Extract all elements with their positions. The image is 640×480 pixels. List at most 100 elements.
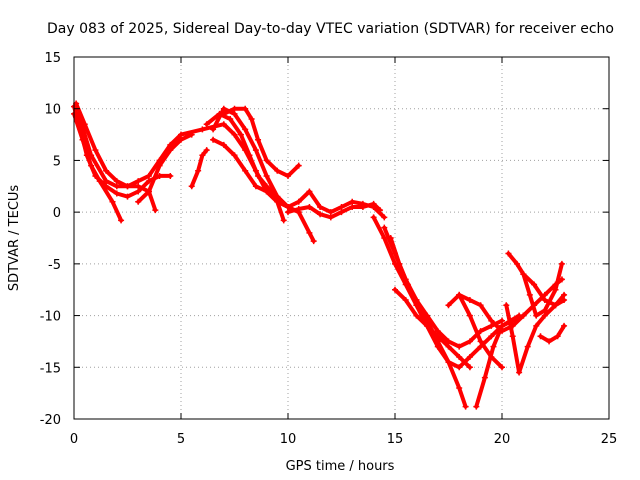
series-arc5 xyxy=(135,131,195,205)
data-point xyxy=(524,343,531,350)
data-point xyxy=(477,302,484,309)
y-tick-label: 0 xyxy=(53,206,61,221)
data-point xyxy=(424,322,431,329)
data-point xyxy=(252,183,259,190)
data-point xyxy=(263,157,270,164)
data-point xyxy=(349,198,356,205)
data-point xyxy=(546,338,553,345)
data-point xyxy=(263,183,270,190)
series-line xyxy=(474,313,522,409)
data-point xyxy=(509,333,516,340)
x-tick-label: 0 xyxy=(70,432,78,447)
data-point xyxy=(237,131,244,138)
x-tick-label: 25 xyxy=(601,432,618,447)
data-point xyxy=(404,281,411,288)
data-point xyxy=(434,328,441,335)
series-line xyxy=(189,148,209,189)
chart-title: Day 083 of 2025, Sidereal Day-to-day VTE… xyxy=(47,21,614,37)
data-point xyxy=(490,343,497,350)
data-point xyxy=(255,136,262,143)
series-arc21 xyxy=(503,297,568,376)
grid xyxy=(74,57,609,419)
data-point xyxy=(306,188,313,195)
data-point xyxy=(516,312,523,319)
data-point xyxy=(434,338,441,345)
data-point xyxy=(561,322,568,329)
data-point xyxy=(274,198,281,205)
data-point xyxy=(220,110,227,117)
data-point xyxy=(499,322,505,329)
y-tick-label: 5 xyxy=(53,154,61,169)
series-arc10 xyxy=(210,136,287,224)
data-point xyxy=(210,126,217,133)
data-point xyxy=(434,333,441,340)
data-point xyxy=(505,250,512,257)
series-arc15 xyxy=(387,235,505,350)
series-line xyxy=(286,201,382,220)
data-point xyxy=(513,260,520,267)
data-point xyxy=(109,198,116,205)
data-point xyxy=(135,188,142,195)
data-point xyxy=(456,291,463,298)
y-tick-label: -15 xyxy=(40,361,61,376)
data-point xyxy=(178,136,184,143)
data-point xyxy=(445,359,452,366)
y-tick-label: -5 xyxy=(48,258,61,273)
y-tick-label: 15 xyxy=(44,51,61,66)
data-point xyxy=(203,121,210,128)
data-point xyxy=(477,328,484,335)
data-point xyxy=(285,203,291,210)
y-axis-label: SDTVAR / TECUs xyxy=(7,185,22,292)
data-point xyxy=(503,302,510,309)
data-point xyxy=(466,353,473,360)
data-point xyxy=(135,178,142,185)
series-line xyxy=(72,111,124,223)
ticks xyxy=(73,56,610,420)
data-point xyxy=(220,121,227,128)
data-point xyxy=(445,343,452,350)
data-point xyxy=(516,369,523,376)
data-point xyxy=(387,235,394,241)
series-arc20 xyxy=(505,250,565,319)
y-tick-labels: 15 10 5 0 -5 -10 -15 -20 xyxy=(40,51,61,428)
data-point xyxy=(156,172,163,179)
data-point xyxy=(96,178,103,185)
series-line xyxy=(136,132,194,204)
data-point xyxy=(392,286,398,293)
plot-frame xyxy=(73,56,610,420)
data-point xyxy=(413,312,420,319)
data-point xyxy=(381,224,388,231)
data-point xyxy=(561,291,568,298)
series-line xyxy=(211,137,286,223)
series-line xyxy=(506,251,564,318)
data-point xyxy=(462,403,469,410)
data-point xyxy=(124,183,131,190)
x-tick-label: 5 xyxy=(177,432,185,447)
data-point xyxy=(541,312,548,319)
data-point xyxy=(488,322,495,329)
data-point xyxy=(242,126,249,133)
data-point xyxy=(349,203,356,210)
data-point xyxy=(499,317,505,324)
series-line xyxy=(393,287,472,370)
series-arc23 xyxy=(537,322,568,345)
data-point xyxy=(520,271,527,278)
data-point xyxy=(552,286,559,293)
data-point xyxy=(103,167,110,174)
data-point xyxy=(199,126,206,133)
x-tick-label: 20 xyxy=(494,432,511,447)
data-point xyxy=(306,203,313,210)
data-point xyxy=(370,200,377,207)
data-point xyxy=(203,147,210,154)
data-point xyxy=(499,364,505,371)
data-point xyxy=(195,167,202,174)
data-point xyxy=(242,167,249,174)
data-point xyxy=(118,217,125,224)
x-tick-labels: 0 5 10 15 20 25 xyxy=(70,432,617,447)
data-point xyxy=(377,207,384,214)
data-point xyxy=(537,333,544,340)
data-series xyxy=(71,100,568,410)
data-point xyxy=(210,136,217,143)
data-point xyxy=(145,188,152,195)
data-point xyxy=(338,203,345,210)
